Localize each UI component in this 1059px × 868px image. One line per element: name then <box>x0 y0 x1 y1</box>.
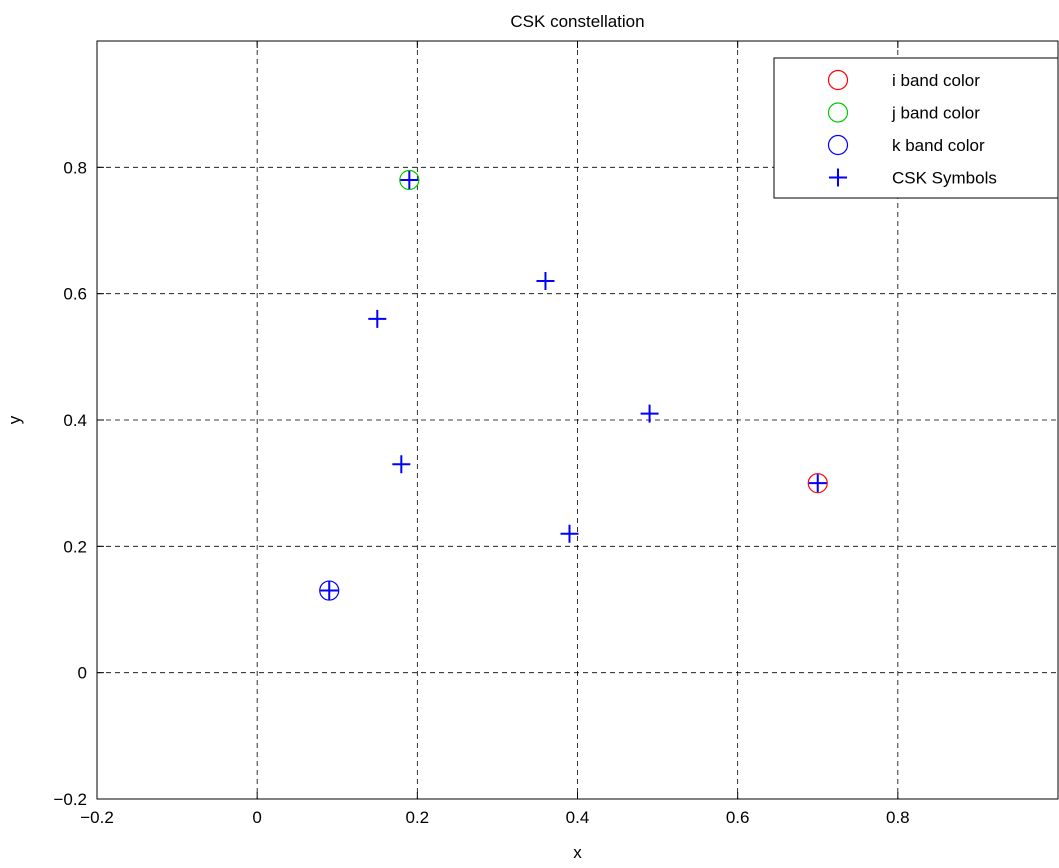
y-tick-label: −0.2 <box>53 790 87 809</box>
x-tick-label: −0.2 <box>80 808 114 827</box>
y-tick-label: 0.8 <box>63 158 87 177</box>
legend-label: i band color <box>892 71 980 90</box>
grid-layer <box>97 41 1058 799</box>
legend: i band color j band color k band color CSK … <box>773 57 1059 199</box>
y-tick-label: 0.2 <box>63 537 87 556</box>
legend-j-band-color-marker <box>827 102 849 123</box>
y-tick-label: 0.4 <box>63 411 87 430</box>
x-tick-label: 0.8 <box>886 808 910 827</box>
y-tick-label: 0 <box>78 664 87 683</box>
csk-symbols-point <box>808 474 827 493</box>
legend-k-band-color-marker <box>827 134 849 156</box>
legend-csk-symbols-marker <box>829 168 847 187</box>
csk-symbols-point <box>640 404 659 423</box>
mark-layer <box>319 169 828 601</box>
csk-symbols-point <box>560 524 579 543</box>
legend-label: k band color <box>892 136 985 155</box>
legend-label: CSK Symbols <box>892 169 997 188</box>
j-band-color-point <box>399 169 420 191</box>
chart-title: CSK constellation <box>510 12 644 31</box>
i-band-color-point <box>807 473 828 494</box>
legend-box <box>773 57 1059 199</box>
x-tick-label: 0.4 <box>566 808 590 827</box>
csk-symbols-point <box>320 581 339 600</box>
tick-layer: −0.2 0 0.2 0.4 0.6 0.8 −0.2 0 0.2 0.4 0.6 0.8 <box>53 41 910 827</box>
legend-label: j band color <box>891 104 980 123</box>
x-tick-label: 0.2 <box>406 808 430 827</box>
legend-i-band-color-marker <box>827 69 849 91</box>
csk-symbols-point <box>536 272 555 291</box>
y-axis-label: y <box>5 415 24 424</box>
y-tick-label: 0.6 <box>63 285 87 304</box>
x-tick-label: 0 <box>252 808 261 827</box>
csk-symbols-point <box>400 170 419 189</box>
k-band-color-point <box>319 580 340 601</box>
csk-symbols-point <box>368 309 387 328</box>
x-tick-label: 0.6 <box>726 808 750 827</box>
x-axis-label: x <box>573 843 582 862</box>
csk-symbols-point <box>392 455 411 474</box>
